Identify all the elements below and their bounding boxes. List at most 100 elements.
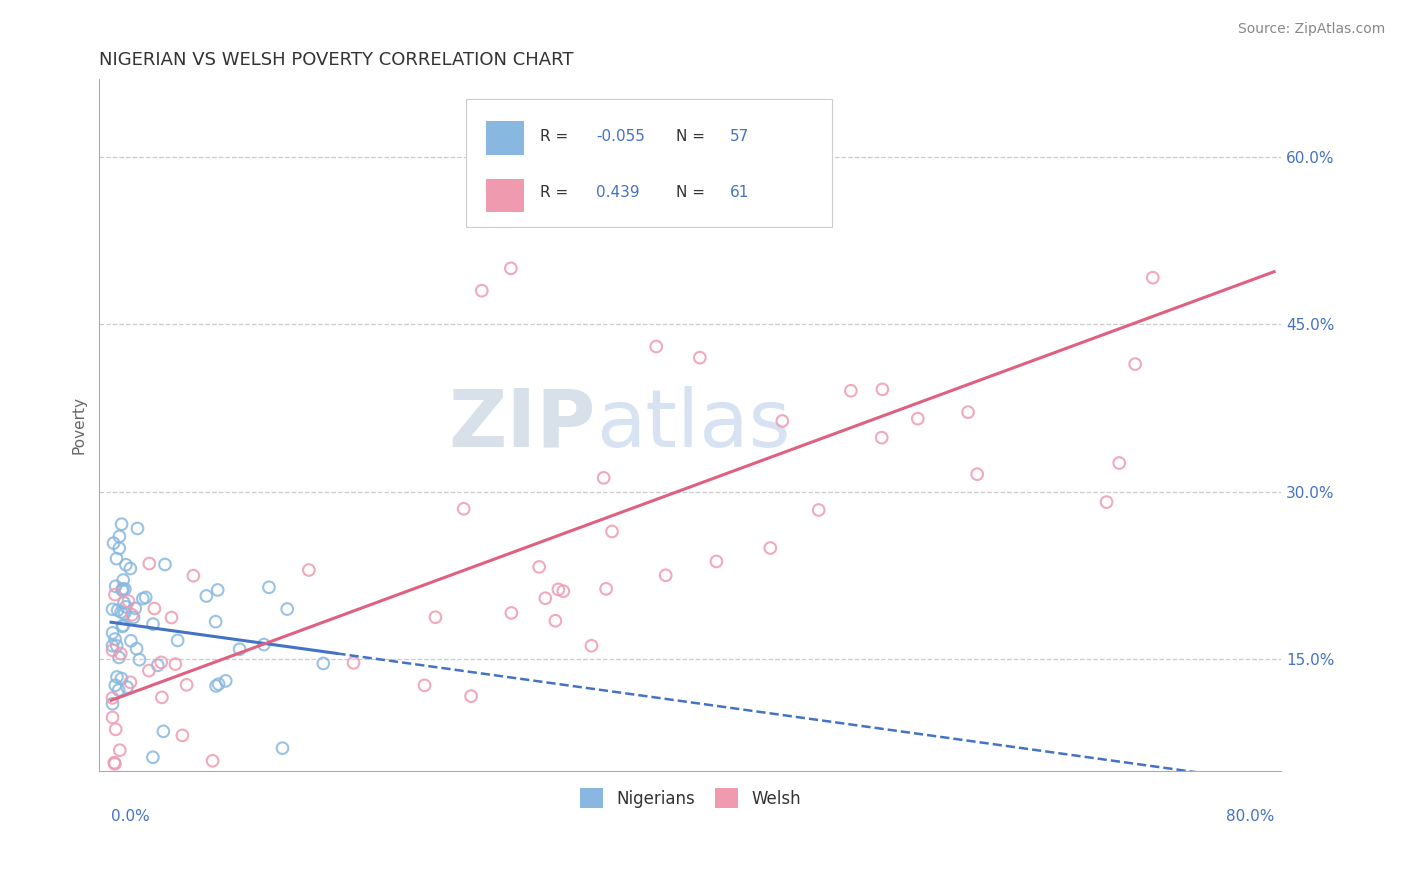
Point xyxy=(108,650,131,665)
Text: R =: R = xyxy=(540,128,568,144)
Point xyxy=(759,541,782,555)
Point xyxy=(117,594,139,608)
Point xyxy=(1123,357,1146,371)
Point xyxy=(111,619,134,633)
Point xyxy=(870,431,893,445)
Text: NIGERIAN VS WELSH POVERTY CORRELATION CHART: NIGERIAN VS WELSH POVERTY CORRELATION CH… xyxy=(100,51,574,69)
Point xyxy=(1095,495,1118,509)
Point xyxy=(120,633,142,648)
Point xyxy=(195,589,218,603)
Point xyxy=(257,580,280,594)
Point xyxy=(128,653,150,667)
Point xyxy=(142,617,165,632)
Text: 0.439: 0.439 xyxy=(596,186,640,201)
Point xyxy=(101,626,124,640)
Point xyxy=(595,582,617,596)
Point xyxy=(872,383,894,397)
Point xyxy=(165,657,187,672)
Point xyxy=(111,582,134,596)
Point xyxy=(645,339,668,353)
Point xyxy=(108,743,131,757)
Point xyxy=(425,610,447,624)
Point xyxy=(115,599,138,614)
Point xyxy=(110,605,132,619)
Point xyxy=(770,414,793,428)
Point xyxy=(110,517,132,532)
Point xyxy=(166,775,188,789)
Point xyxy=(276,602,298,616)
Point xyxy=(907,411,929,425)
Point xyxy=(534,591,557,606)
Point xyxy=(110,672,132,686)
Point xyxy=(839,384,862,398)
Point xyxy=(104,756,127,771)
Point xyxy=(453,501,475,516)
Point xyxy=(120,675,142,690)
Point xyxy=(122,610,145,624)
Point xyxy=(153,558,176,572)
Point xyxy=(138,557,160,571)
Point xyxy=(112,618,135,632)
Point xyxy=(115,680,138,694)
Point xyxy=(120,561,142,575)
Point xyxy=(547,582,569,597)
Point xyxy=(105,670,128,684)
Point xyxy=(581,639,603,653)
Point xyxy=(132,591,155,606)
Point xyxy=(112,573,135,587)
Point xyxy=(689,351,711,365)
Point xyxy=(104,579,127,593)
Point xyxy=(176,678,198,692)
Point xyxy=(205,679,228,693)
Point xyxy=(138,664,160,678)
Point xyxy=(125,641,148,656)
Point xyxy=(150,690,173,705)
Point xyxy=(166,633,188,648)
Point xyxy=(105,551,128,566)
Text: ZIP: ZIP xyxy=(449,385,596,464)
Point xyxy=(600,524,623,539)
Point xyxy=(706,554,728,568)
Point xyxy=(107,603,129,617)
Point xyxy=(298,563,321,577)
Point xyxy=(124,775,146,789)
Point xyxy=(142,750,165,764)
Text: 61: 61 xyxy=(730,186,749,201)
FancyBboxPatch shape xyxy=(486,121,524,154)
Point xyxy=(1108,456,1130,470)
Point xyxy=(592,471,614,485)
Text: R =: R = xyxy=(540,186,568,201)
FancyBboxPatch shape xyxy=(465,99,832,227)
Text: N =: N = xyxy=(676,186,706,201)
Point xyxy=(807,503,830,517)
Point xyxy=(104,632,127,646)
Point xyxy=(966,467,988,482)
Point xyxy=(110,647,132,661)
Point xyxy=(107,683,129,698)
Point xyxy=(460,689,482,703)
Point xyxy=(104,723,127,737)
Y-axis label: Poverty: Poverty xyxy=(72,396,86,454)
Point xyxy=(104,588,127,602)
Point xyxy=(207,677,229,691)
Point xyxy=(112,596,135,610)
Point xyxy=(160,610,183,624)
Text: 80.0%: 80.0% xyxy=(1226,809,1274,824)
Point xyxy=(342,656,364,670)
Text: 57: 57 xyxy=(730,128,748,144)
Point xyxy=(101,643,124,657)
Point xyxy=(101,697,124,711)
Point xyxy=(204,615,226,629)
Point xyxy=(105,639,128,653)
Point xyxy=(312,657,335,671)
Point xyxy=(201,754,224,768)
Point xyxy=(104,678,127,692)
Point xyxy=(527,560,550,574)
Legend: Nigerians, Welsh: Nigerians, Welsh xyxy=(572,781,808,814)
Point xyxy=(103,536,125,550)
Point xyxy=(101,639,124,653)
Point xyxy=(124,601,146,615)
Point xyxy=(101,690,124,705)
Point xyxy=(183,568,205,582)
Point xyxy=(544,614,567,628)
